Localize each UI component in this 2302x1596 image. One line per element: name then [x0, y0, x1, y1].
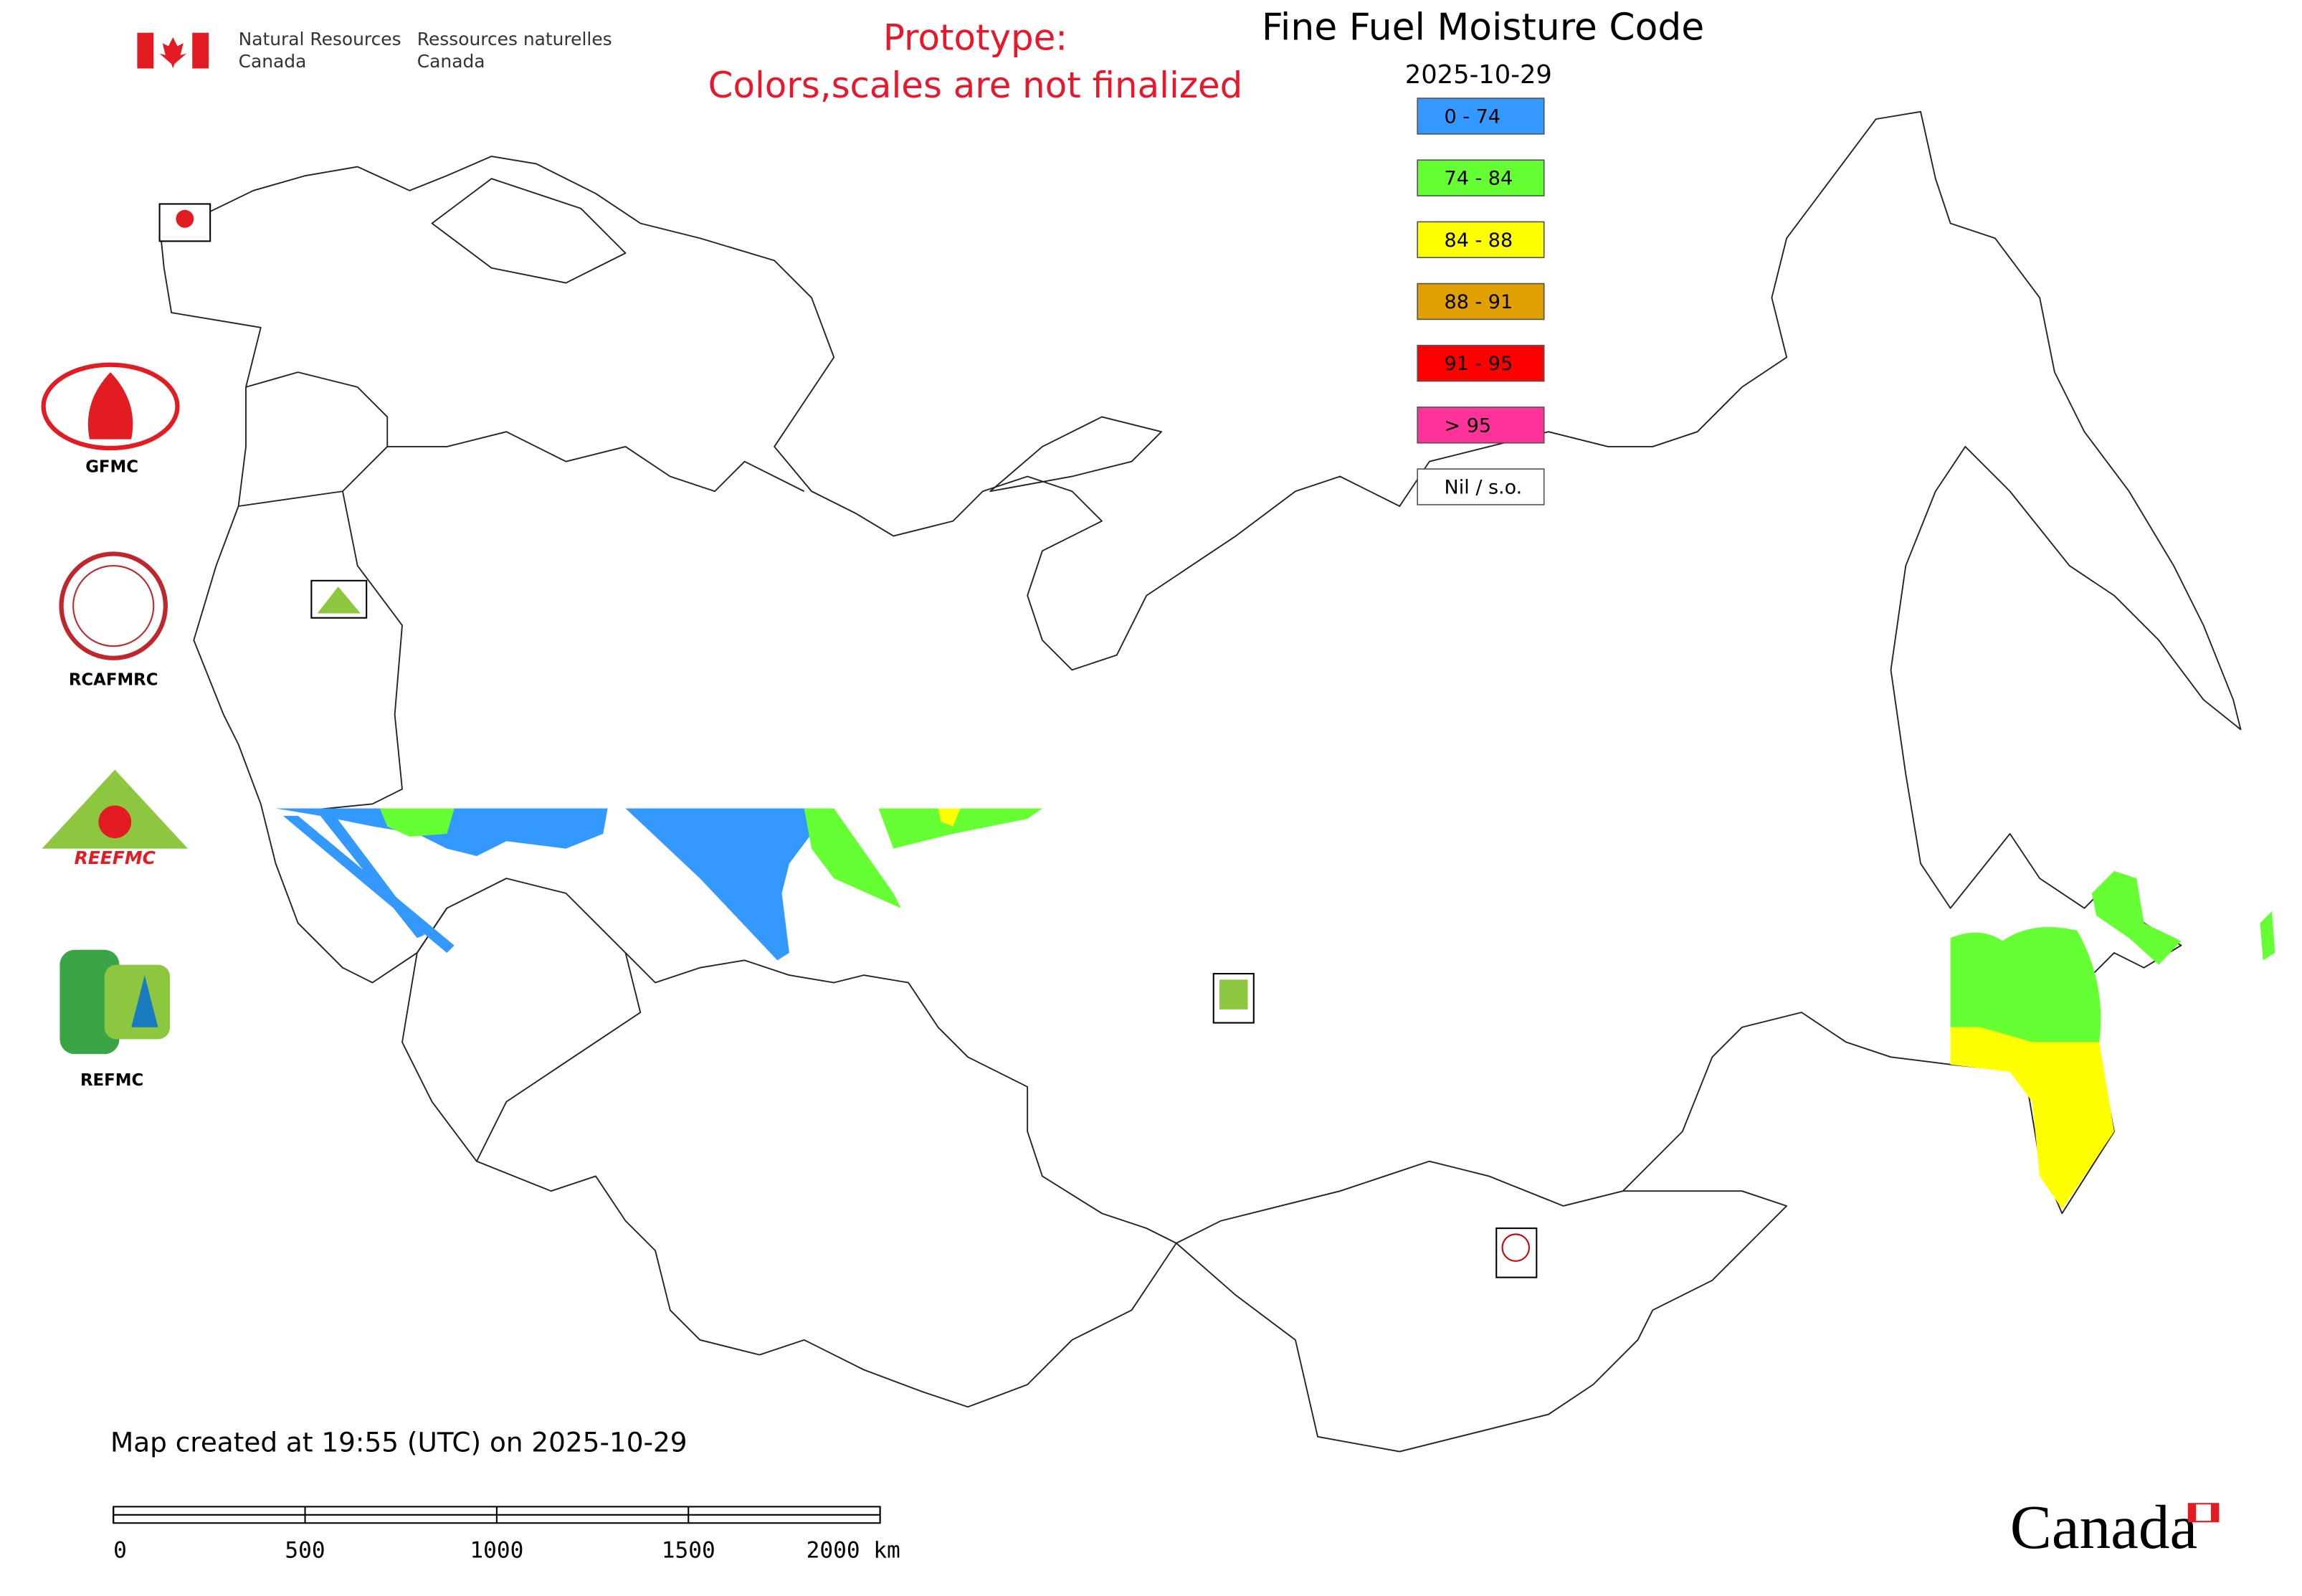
rcafmrc-logo — [59, 551, 168, 660]
fire-patch — [2091, 870, 2182, 965]
wordmark-flag — [2210, 1504, 2219, 1522]
marker-icon — [176, 209, 194, 228]
scale-tick-label: 0 — [113, 1538, 127, 1564]
fire-patch — [625, 808, 819, 961]
boundaries — [160, 110, 2242, 1453]
marker-icon — [317, 586, 361, 614]
map-markers — [158, 203, 1538, 1278]
country-outline — [476, 952, 642, 1162]
scale-tick-label: 500 — [285, 1538, 325, 1564]
fire-patch — [1950, 1027, 2114, 1210]
maple-leaf — [159, 37, 186, 69]
legend-label: Nil / s.o. — [1445, 477, 1523, 499]
nrcan-en: Natural Resources — [239, 29, 401, 49]
legend-swatch — [1417, 282, 1545, 320]
legend: 0 - 74 74 - 84 84 - 88 88 - 91 91 - 95 > 95 Ni… — [1417, 98, 1545, 505]
flag-bar — [192, 32, 209, 69]
footer: Map created at 19:55 (UTC) on 2025-10-29 — [110, 1427, 687, 1458]
fire-patch — [379, 808, 455, 837]
fire-patch — [938, 808, 961, 827]
rcafmrc-logo — [72, 565, 155, 647]
island-outline — [989, 416, 1162, 493]
country-outline — [401, 908, 1177, 1408]
scale-tick-label: 2000 km — [807, 1538, 900, 1564]
notice: Prototype: — [883, 17, 1067, 59]
country-outline — [238, 431, 805, 507]
map-title: Fine Fuel Moisture Code — [1262, 6, 1704, 49]
legend-swatch — [1417, 407, 1545, 444]
island-outline — [431, 178, 627, 284]
legend-label: 84 - 88 — [1445, 229, 1513, 252]
scale-tick-label: 1500 — [662, 1538, 715, 1564]
fire-patches — [275, 808, 2275, 1210]
fire-patch — [804, 808, 901, 908]
logo-label: REFMC — [80, 1071, 143, 1090]
flag-bar — [137, 32, 154, 69]
legend-label: 88 - 91 — [1445, 291, 1513, 313]
legend-label: 91 - 95 — [1445, 353, 1513, 375]
logo-text: REEFMC — [75, 847, 156, 868]
refmc-logo — [104, 964, 171, 1040]
fire-patch — [878, 808, 1042, 849]
legend-swatch — [1417, 159, 1545, 196]
wordmark: Canada — [2010, 1492, 2197, 1562]
legend-label: 74 - 84 — [1445, 168, 1513, 190]
marker-box — [1495, 1227, 1538, 1278]
reefmc-logo — [98, 805, 132, 839]
refmc-logo — [131, 975, 158, 1027]
gfmc-logo — [87, 372, 133, 440]
scale-bar: 0 500 1000 1500 2000 km — [113, 1506, 900, 1564]
fire-patch — [2260, 911, 2275, 961]
partner-logos: GFMC RCAFMRC REEFMC REFMC — [41, 362, 189, 1090]
country-outline — [1176, 1190, 1788, 1453]
logo-label: RCAFMRC — [69, 670, 158, 689]
fire-patch — [320, 815, 425, 939]
fire-patch — [1950, 926, 2101, 1042]
logo-label: GFMC — [85, 458, 138, 477]
legend-label: > 95 — [1445, 414, 1492, 437]
legend-label: 0 - 74 — [1445, 106, 1500, 128]
legend-swatch — [1417, 98, 1545, 135]
nrcan-fr: Canada — [417, 51, 485, 72]
wordmark-flag — [2188, 1504, 2197, 1522]
nrcan-en: Canada — [239, 51, 307, 72]
map-date: 2025-10-29 — [1405, 60, 1552, 90]
gfmc-logo — [41, 362, 180, 451]
scale-tick-label: 1000 — [470, 1538, 523, 1564]
nrcan-fr: Ressources naturelles — [417, 29, 612, 49]
legend-swatch — [1417, 221, 1545, 259]
refmc-logo — [60, 949, 120, 1055]
legend-swatch — [1417, 344, 1545, 382]
marker-icon — [1501, 1233, 1530, 1262]
legend-swatch — [1417, 468, 1545, 505]
notice: Colors,scales are not finalized — [708, 65, 1243, 106]
marker-icon — [1219, 979, 1248, 1010]
country-outline — [160, 110, 2242, 1244]
nrcan-signature: Natural Resources Canada Ressources natu… — [137, 29, 612, 72]
country-outline — [245, 371, 403, 812]
